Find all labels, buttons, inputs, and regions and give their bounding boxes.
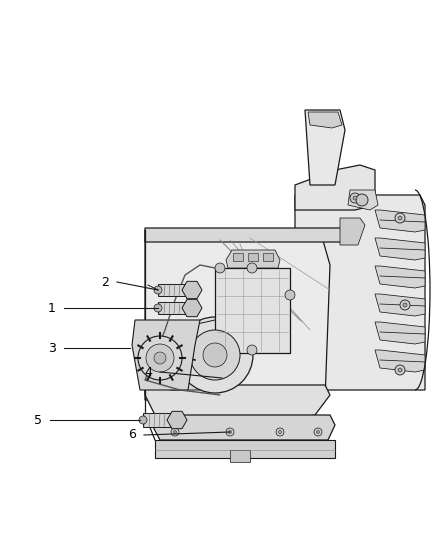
Circle shape (139, 416, 147, 424)
Polygon shape (348, 190, 378, 210)
Polygon shape (375, 210, 425, 232)
Circle shape (350, 193, 360, 203)
Circle shape (203, 343, 227, 367)
Circle shape (171, 428, 179, 436)
Circle shape (138, 336, 182, 380)
Circle shape (400, 300, 410, 310)
Polygon shape (145, 228, 355, 242)
Polygon shape (143, 413, 170, 427)
Circle shape (146, 344, 174, 372)
Bar (230, 450, 250, 462)
Text: 5: 5 (34, 414, 42, 426)
Circle shape (154, 352, 166, 364)
Polygon shape (145, 230, 330, 400)
Text: 4: 4 (144, 366, 152, 378)
Polygon shape (308, 112, 342, 128)
Circle shape (317, 431, 319, 433)
Circle shape (353, 196, 357, 200)
Polygon shape (375, 294, 425, 316)
Circle shape (154, 286, 162, 294)
Polygon shape (170, 320, 215, 390)
Polygon shape (375, 322, 425, 344)
Text: 3: 3 (48, 342, 56, 354)
Circle shape (247, 263, 257, 273)
Bar (233, 253, 243, 261)
Circle shape (285, 290, 295, 300)
Polygon shape (375, 238, 425, 260)
Circle shape (154, 304, 162, 312)
Polygon shape (305, 110, 345, 185)
Circle shape (247, 345, 257, 355)
Text: 1: 1 (48, 302, 56, 314)
Polygon shape (152, 415, 335, 440)
Circle shape (395, 365, 405, 375)
Polygon shape (295, 195, 425, 390)
Circle shape (173, 431, 177, 433)
Polygon shape (132, 320, 200, 390)
Circle shape (398, 216, 402, 220)
Bar (215, 268, 290, 353)
Polygon shape (375, 350, 425, 372)
Circle shape (229, 431, 232, 433)
Bar (248, 253, 258, 261)
Circle shape (395, 213, 405, 223)
Polygon shape (158, 284, 185, 296)
Circle shape (177, 317, 253, 393)
Circle shape (403, 303, 407, 307)
Bar (155, 440, 335, 458)
Polygon shape (158, 302, 185, 314)
Circle shape (279, 431, 282, 433)
Text: 2: 2 (101, 276, 109, 288)
Circle shape (398, 368, 402, 372)
Polygon shape (340, 218, 365, 245)
Polygon shape (375, 266, 425, 288)
Circle shape (226, 428, 234, 436)
Bar (263, 253, 273, 261)
Polygon shape (295, 165, 375, 210)
Circle shape (314, 428, 322, 436)
Polygon shape (226, 250, 280, 268)
Circle shape (356, 194, 368, 206)
Polygon shape (145, 385, 330, 428)
Text: 6: 6 (128, 429, 136, 441)
Circle shape (276, 428, 284, 436)
Circle shape (190, 330, 240, 380)
Circle shape (215, 263, 225, 273)
